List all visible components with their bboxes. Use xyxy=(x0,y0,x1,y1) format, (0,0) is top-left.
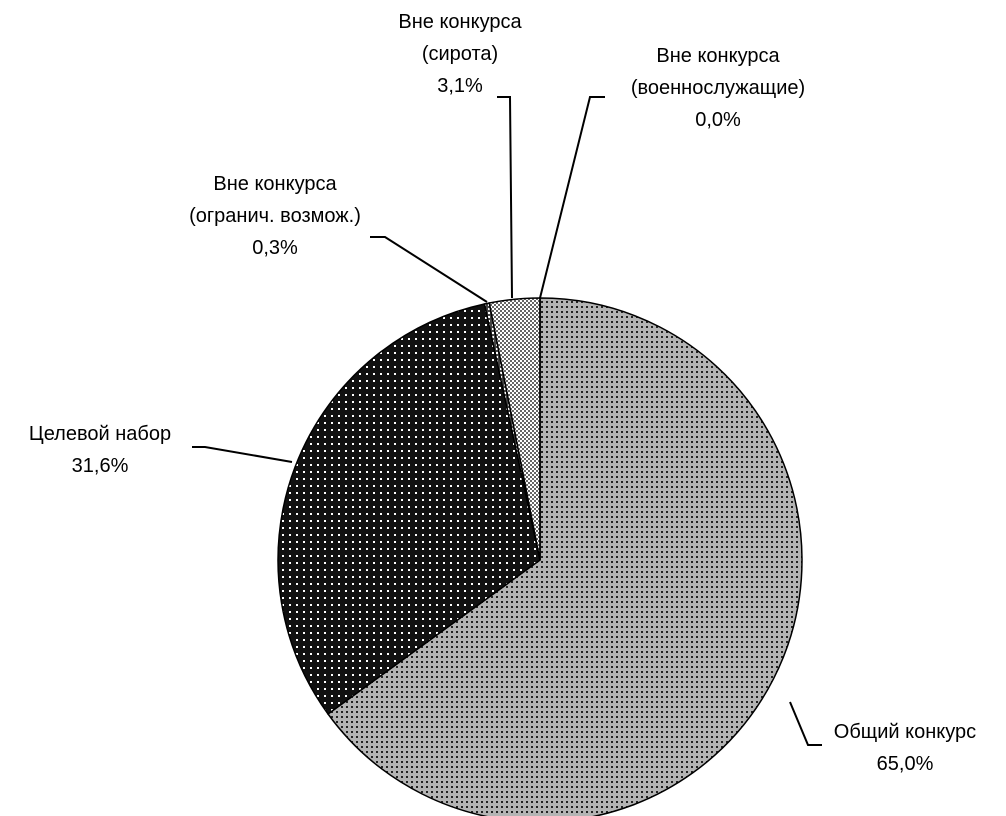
leader-line xyxy=(789,701,822,746)
leader-line xyxy=(539,96,605,299)
leader-line xyxy=(370,236,488,303)
category-label: Вне конкурса (сирота) xyxy=(398,11,522,65)
value-label: 0,0% xyxy=(695,109,741,131)
value-label: 65,0% xyxy=(877,753,934,775)
value-label: 3,1% xyxy=(437,75,483,97)
category-label: Вне конкурса (огранич. возмож.) xyxy=(189,173,361,227)
category-label: Общий конкурс xyxy=(834,721,976,743)
pie-slice xyxy=(326,297,803,816)
category-label: Целевой набор xyxy=(29,423,171,445)
leader-line xyxy=(192,446,293,463)
pie-slice xyxy=(277,303,541,716)
leader-line xyxy=(497,96,513,299)
value-label: 31,6% xyxy=(72,455,129,477)
category-label: Вне конкурса (военнослужащие) xyxy=(631,45,805,99)
value-label: 0,3% xyxy=(252,237,298,259)
